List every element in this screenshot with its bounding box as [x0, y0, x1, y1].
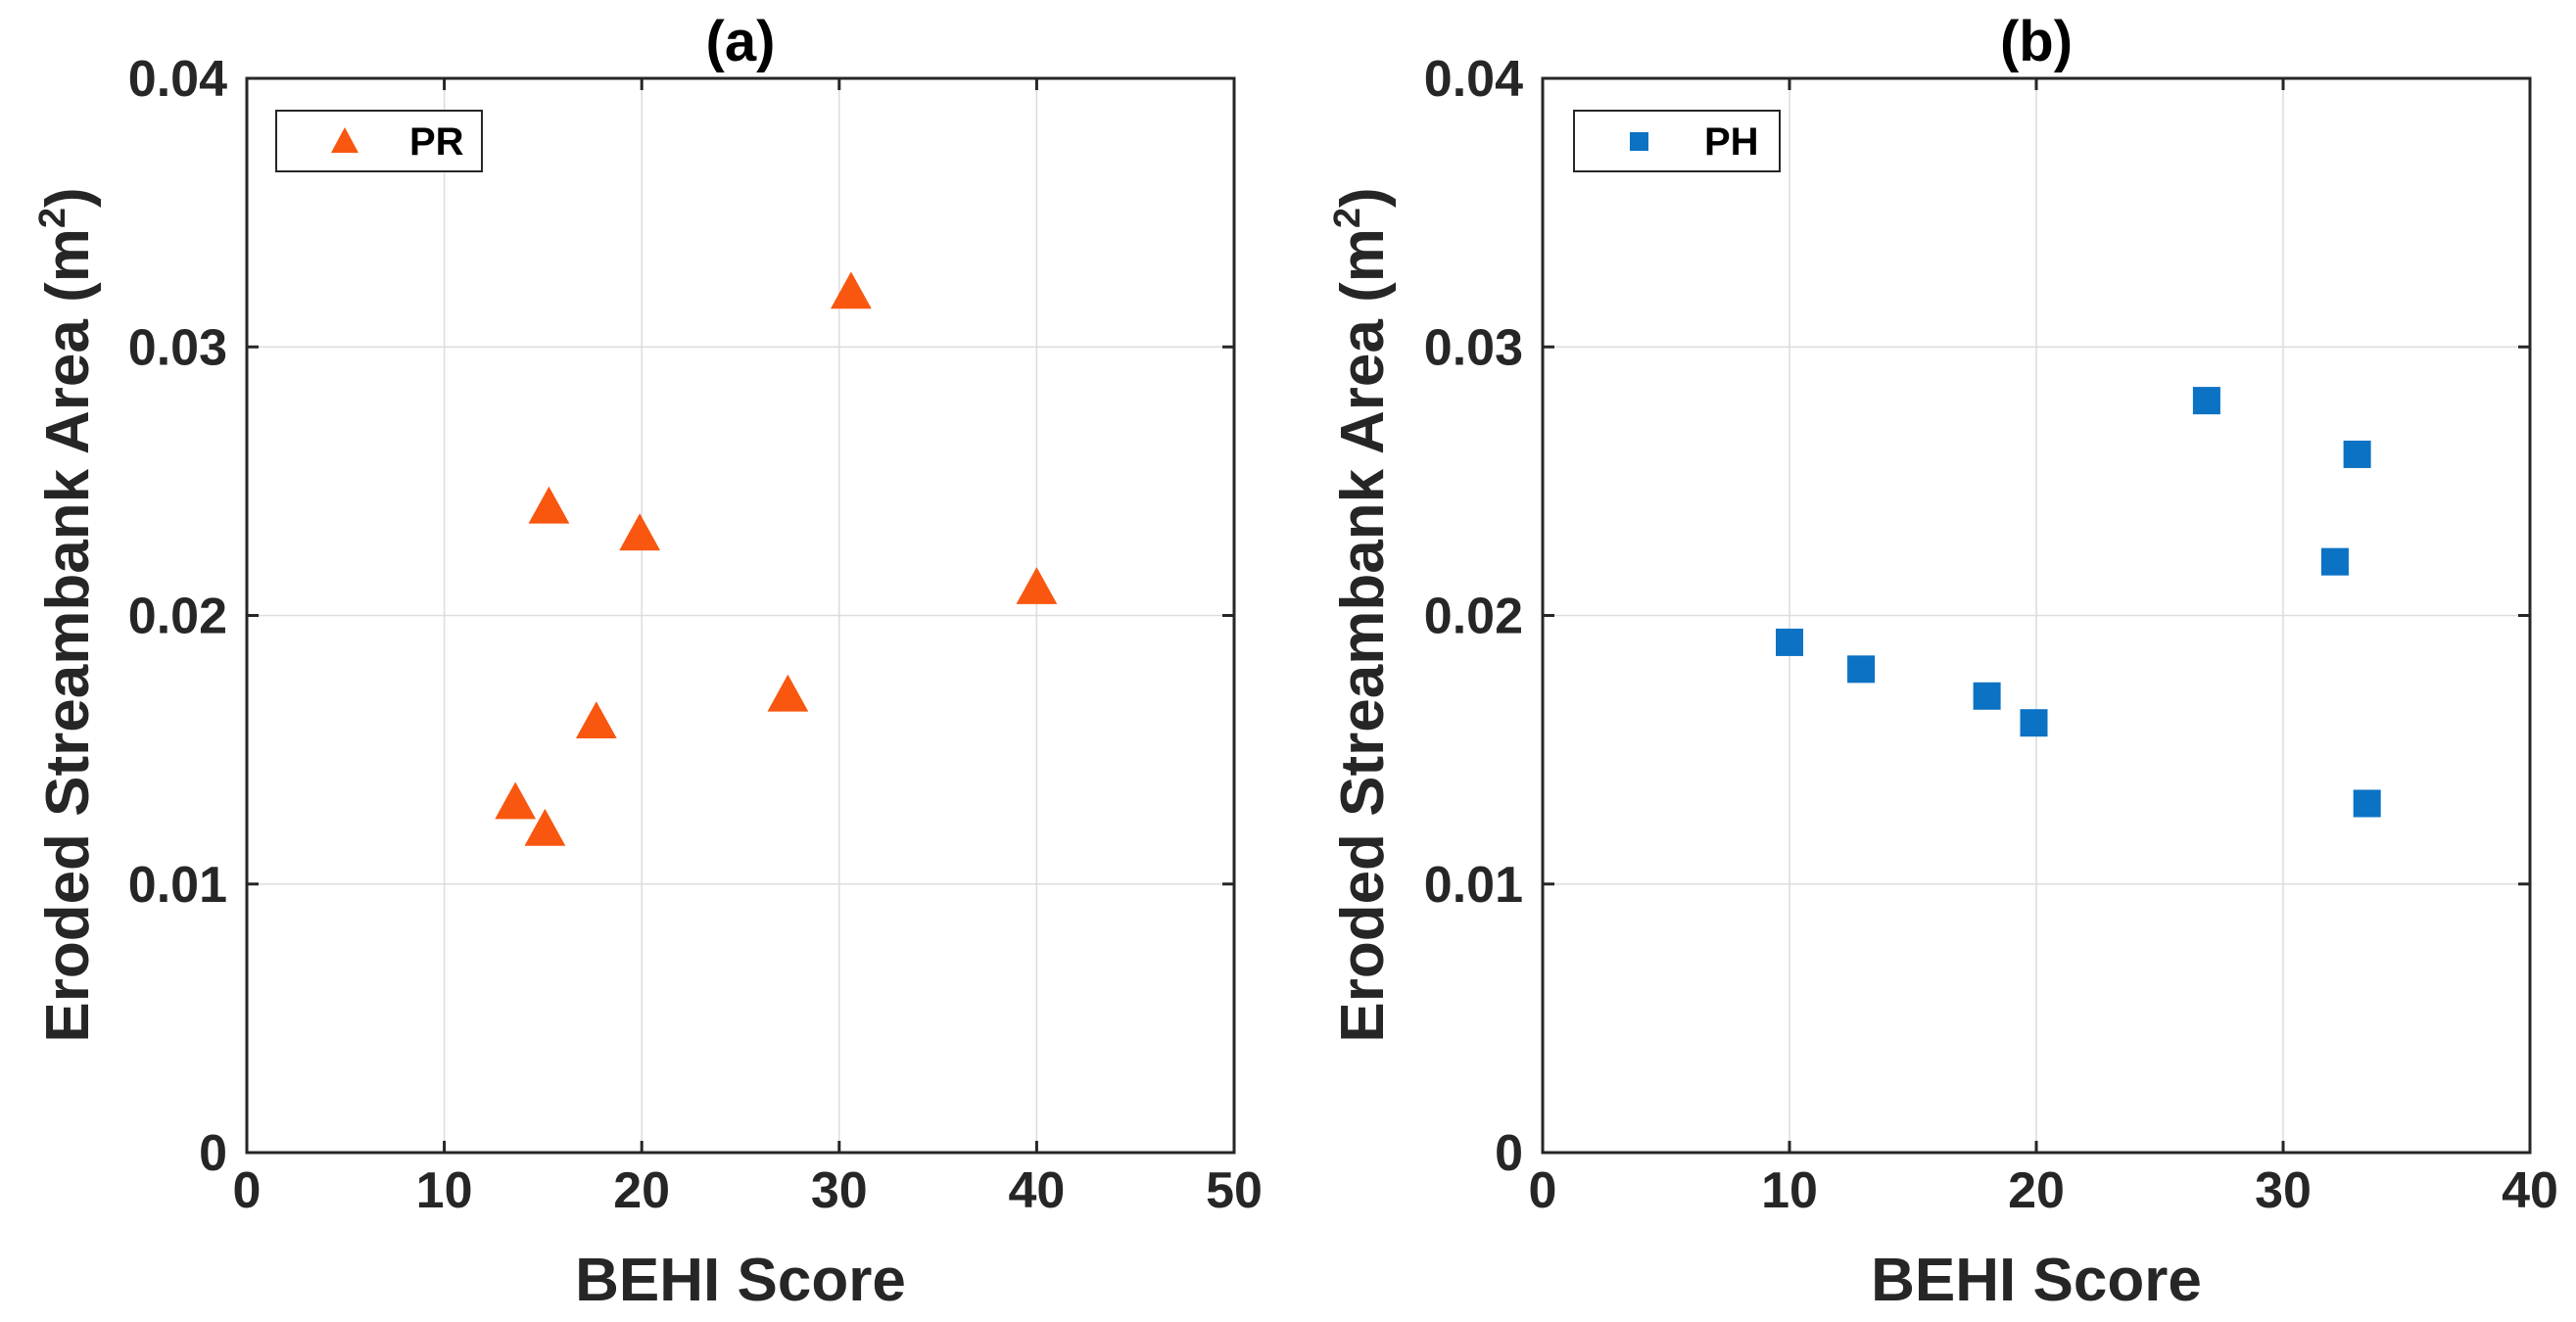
panel-a-y-axis-title-close: )	[34, 187, 102, 208]
panel-a-axes-box	[245, 76, 1236, 1155]
panel-b-data-point	[1847, 655, 1876, 684]
panel-b-y-axis-title: Eroded Streambank Area (m2)	[1327, 187, 1397, 1042]
panel-b-data-point	[1973, 682, 2001, 710]
panel-b-x-tick-label: 40	[2502, 1162, 2558, 1219]
panel-b-data-point	[2343, 440, 2371, 468]
panel-a-x-tick-label: 0	[233, 1162, 262, 1219]
panel-b-x-tick-label: 0	[1529, 1162, 1557, 1219]
panel-a-data-point	[528, 486, 570, 524]
panel-b: 0 10 20 30 40 0 0.01 0.02 0.03 0.04 (b) BEHI Sco…	[1327, 10, 2558, 1314]
panel-b-x-tick-label: 10	[1761, 1162, 1818, 1219]
panel-a-legend-label: PR	[409, 120, 464, 164]
panel-a-data-point	[767, 674, 809, 712]
panel-a: 0 10 20 30 40 50 0 0.01 0.02 0.03 0.04 (a) BEHI S…	[32, 10, 1263, 1314]
panel-a-x-tick-label: 40	[1008, 1162, 1065, 1219]
panel-a-data-point	[830, 271, 872, 309]
panel-b-markers	[1776, 387, 2381, 818]
panel-a-legend: PR	[275, 110, 483, 172]
panel-b-x-tick-labels: 0 10 20 30 40	[1529, 1162, 2558, 1219]
panel-a-x-tick-label: 10	[416, 1162, 473, 1219]
panel-a-x-axis-title: BEHI Score	[575, 1247, 906, 1314]
panel-b-legend-label: PH	[1704, 120, 1759, 164]
panel-b-title: (b)	[2000, 10, 2073, 73]
panel-a-x-tick-label: 20	[613, 1162, 670, 1219]
panel-a-markers	[495, 271, 1058, 846]
panel-b-axes-box	[1541, 76, 2532, 1155]
panel-a-data-point	[575, 701, 617, 739]
panel-b-x-tick-label: 20	[2008, 1162, 2065, 1219]
panel-b-data-point	[2320, 547, 2349, 576]
panel-a-x-tick-labels: 0 10 20 30 40 50	[233, 1162, 1263, 1219]
panel-a-y-tick-label: 0.02	[128, 589, 227, 645]
panel-b-y-axis-title-close: )	[1329, 187, 1397, 208]
panel-a-y-tick-labels: 0 0.01 0.02 0.03 0.04	[128, 51, 227, 1182]
panel-a-data-point	[1016, 567, 1058, 604]
panel-a-y-tick-label: 0.04	[128, 51, 227, 108]
panel-a-title: (a)	[706, 10, 776, 73]
panel-a-y-tick-label: 0.03	[128, 319, 227, 376]
panel-b-legend: PH	[1573, 110, 1781, 172]
panel-b-data-point	[2192, 387, 2220, 415]
panel-a-legend-box	[275, 110, 483, 172]
panel-b-x-tick-label: 30	[2255, 1162, 2312, 1219]
panel-b-y-tick-label: 0.03	[1424, 319, 1523, 376]
panel-a-y-axis-title-main: Eroded Streambank Area (m	[34, 228, 102, 1043]
panel-a-data-point	[619, 513, 661, 551]
panel-b-data-point	[2353, 789, 2381, 818]
panel-b-legend-box	[1573, 110, 1781, 172]
panel-a-y-tick-label: 0.01	[128, 857, 227, 914]
panel-b-data-point	[2020, 709, 2048, 737]
panel-a-legend-triangle-icon	[331, 127, 358, 153]
panel-b-y-tick-labels: 0 0.01 0.02 0.03 0.04	[1424, 51, 1523, 1182]
panel-b-data-point	[1776, 628, 1803, 656]
panel-a-y-axis-title: Eroded Streambank Area (m2)	[32, 187, 102, 1042]
panel-b-legend-square-icon	[1630, 132, 1648, 151]
panel-b-y-axis-title-sup: 2	[1327, 208, 1368, 228]
panel-b-y-tick-label: 0.01	[1424, 857, 1523, 914]
panel-a-y-axis-title-sup: 2	[32, 208, 73, 228]
panel-a-x-tick-label: 50	[1206, 1162, 1263, 1219]
panel-a-y-tick-label: 0	[199, 1125, 227, 1182]
panel-b-y-tick-label: 0.02	[1424, 589, 1523, 645]
panel-b-y-tick-label: 0.04	[1424, 51, 1523, 108]
panel-a-data-point	[524, 808, 566, 846]
panel-a-data-point	[495, 781, 537, 820]
panel-b-x-axis-title: BEHI Score	[1871, 1247, 2202, 1314]
panel-b-y-axis-title-main: Eroded Streambank Area (m	[1329, 228, 1397, 1043]
panel-b-y-tick-label: 0	[1495, 1125, 1523, 1182]
panel-a-x-tick-label: 30	[811, 1162, 868, 1219]
